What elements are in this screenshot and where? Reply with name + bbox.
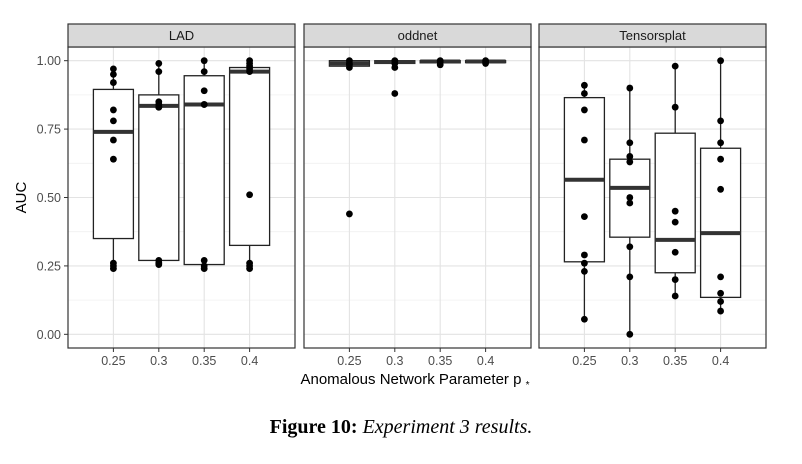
data-point (581, 90, 588, 97)
data-point (246, 68, 254, 76)
data-point (110, 79, 117, 86)
iqr-box (92, 88, 135, 240)
data-point (346, 210, 353, 218)
data-point (717, 289, 724, 297)
data-point (346, 64, 353, 71)
data-point (626, 139, 634, 147)
iqr-box (699, 147, 742, 299)
data-point (110, 265, 117, 273)
data-point (581, 315, 588, 323)
data-point (626, 158, 634, 166)
data-point (200, 68, 208, 76)
data-point (717, 307, 724, 315)
data-point (626, 153, 634, 160)
x-tick-label: 0.25 (337, 354, 361, 368)
data-point (155, 68, 163, 76)
data-point (155, 261, 163, 268)
data-point (110, 136, 117, 144)
data-point (671, 62, 679, 70)
data-point (626, 84, 634, 92)
y-axis-title: AUC (13, 181, 30, 213)
iqr-box (228, 66, 271, 247)
x-axis-title: Anomalous Network Parameter p * (300, 371, 529, 391)
x-tick-label: 0.4 (712, 354, 729, 368)
data-point (671, 103, 679, 111)
facet-strip-label: Tensorsplat (619, 28, 686, 43)
data-point (436, 61, 444, 69)
x-tick-label: 0.25 (572, 354, 596, 368)
data-point (717, 155, 724, 163)
data-point (626, 199, 634, 207)
facet-strip (303, 23, 532, 48)
data-point (671, 218, 679, 226)
facet-strip-label: LAD (169, 28, 194, 43)
data-point (626, 273, 634, 281)
y-tick-label: 0.75 (37, 123, 61, 137)
data-point (581, 251, 588, 259)
data-point (110, 155, 117, 163)
y-tick-label: 0.50 (37, 191, 61, 205)
data-point (717, 273, 724, 281)
data-point (671, 207, 679, 215)
data-point (391, 90, 399, 97)
data-point (110, 106, 117, 114)
data-point (626, 194, 634, 201)
data-point (155, 60, 163, 67)
x-tick-label: 0.3 (621, 354, 638, 368)
data-point (155, 103, 163, 111)
data-point (110, 70, 117, 78)
figure-caption: Figure 10: Experiment 3 results. (0, 416, 802, 439)
x-tick-label: 0.4 (477, 354, 494, 368)
data-point (671, 292, 679, 300)
data-point (110, 117, 117, 125)
iqr-box (138, 94, 180, 262)
data-point (717, 139, 724, 147)
data-point (717, 185, 724, 193)
x-tick-label: 0.35 (428, 354, 452, 368)
data-point (200, 265, 208, 273)
x-tick-label: 0.35 (192, 354, 216, 368)
data-point (671, 276, 679, 283)
data-point (581, 267, 588, 275)
y-tick-label: 1.00 (37, 54, 61, 68)
faceted-boxplot-chart: LAD 0.25 0.3 0.35 0.4 oddnet 0.25 0.3 0.35 0.4 Ten… (13, 23, 767, 391)
data-point (626, 243, 634, 251)
x-tick-label: 0.4 (241, 354, 258, 368)
data-point (200, 57, 208, 65)
facet-strip (67, 23, 296, 48)
data-point (110, 65, 117, 73)
caption-text: Experiment 3 results. (362, 416, 533, 438)
data-point (200, 101, 208, 108)
data-point (246, 265, 254, 273)
data-point (581, 136, 588, 144)
data-point (717, 57, 724, 65)
data-point (391, 64, 399, 71)
data-point (581, 213, 588, 221)
data-point (482, 60, 489, 67)
x-tick-label: 0.3 (386, 354, 403, 368)
data-point (671, 248, 679, 256)
data-point (581, 106, 588, 114)
data-point (581, 81, 588, 89)
y-tick-label: 0.00 (37, 328, 61, 342)
data-point (581, 259, 588, 267)
facet-strip (538, 23, 767, 48)
x-tick-label: 0.35 (663, 354, 687, 368)
data-point (200, 87, 208, 95)
caption-label: Figure 10: (269, 416, 358, 438)
facet-strip-label: oddnet (398, 28, 438, 43)
data-point (717, 298, 724, 305)
y-tick-label: 0.25 (37, 259, 61, 273)
x-tick-label: 0.25 (101, 354, 125, 368)
data-point (200, 257, 208, 264)
data-point (717, 117, 724, 125)
x-tick-label: 0.3 (150, 354, 167, 368)
data-point (626, 330, 634, 338)
data-point (246, 191, 254, 199)
